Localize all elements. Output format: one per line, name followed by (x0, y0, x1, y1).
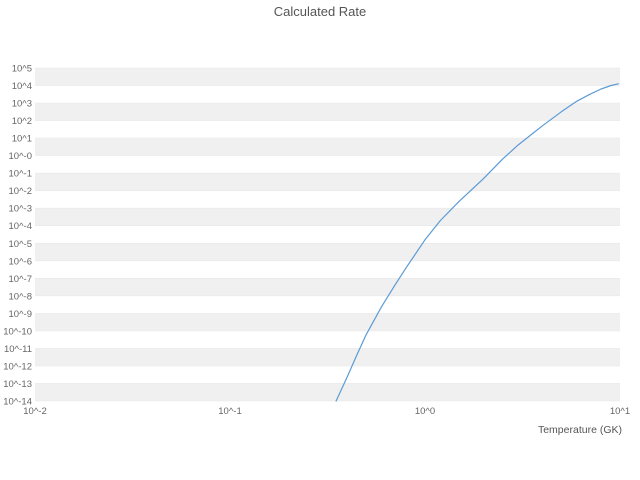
plot-band (35, 330, 620, 349)
plot-band (35, 225, 620, 244)
plot-band (35, 173, 620, 191)
plot-band (35, 365, 620, 384)
plot-band (35, 138, 620, 156)
y-tick-label: 10^5 (12, 64, 32, 75)
y-tick-label: 10^-11 (4, 344, 32, 355)
plot-band (35, 243, 620, 261)
y-tick-label: 10^-5 (9, 239, 32, 250)
y-tick-label: 10^-13 (3, 379, 32, 390)
x-tick-label: 10^1 (610, 406, 630, 417)
plot-band (35, 383, 620, 401)
x-tick-label: 10^-1 (218, 406, 241, 417)
plot-band (35, 68, 620, 86)
chart-title: Calculated Rate (273, 4, 367, 19)
plot-band (35, 85, 620, 104)
x-axis-label: Temperature (GK) (537, 424, 622, 436)
y-tick-label: 10^-9 (9, 309, 32, 320)
plot-band (35, 260, 620, 279)
y-tick-label: 10^-6 (9, 256, 32, 267)
y-tick-label: 10^-7 (9, 274, 32, 285)
y-tick-label: 10^-4 (9, 221, 32, 232)
y-tick-label: 10^-10 (3, 326, 32, 337)
y-tick-label: 10^-3 (9, 204, 32, 215)
y-tick-label: 10^-2 (9, 186, 32, 197)
plot-band (35, 120, 620, 139)
y-tick-label: 10^-0 (9, 151, 32, 162)
y-tick-label: 10^3 (12, 99, 32, 110)
y-tick-label: 10^4 (12, 81, 32, 92)
plot-band (35, 155, 620, 174)
y-tick-label: 10^-8 (9, 291, 32, 302)
plot-band (35, 313, 620, 331)
y-tick-label: 10^-14 (3, 397, 32, 408)
y-tick-label: 10^-12 (3, 361, 32, 372)
y-tick-label: 10^1 (12, 134, 32, 145)
plot-band (35, 190, 620, 209)
plot-band (35, 208, 620, 226)
x-tick-label: 10^-2 (23, 406, 46, 417)
plot-band (35, 103, 620, 121)
plot-band (35, 295, 620, 314)
plot-band (35, 348, 620, 366)
y-tick-label: 10^-1 (9, 169, 32, 180)
plot-band (35, 278, 620, 296)
y-tick-label: 10^2 (12, 116, 32, 127)
rate-curve (335, 83, 619, 402)
x-tick-label: 10^0 (415, 406, 435, 417)
